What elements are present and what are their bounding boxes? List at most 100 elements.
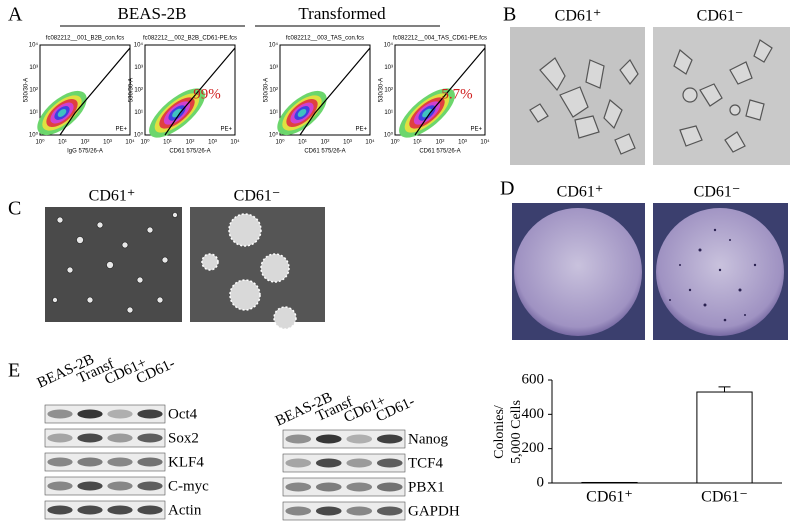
blot-band xyxy=(137,409,163,419)
y-axis-label: 530/30-A xyxy=(129,78,135,102)
y-tick-label: 10⁰ xyxy=(384,132,394,139)
blot-band xyxy=(137,505,163,515)
blot-band xyxy=(315,458,342,468)
panel-label: C xyxy=(8,198,21,220)
blot-band xyxy=(346,506,373,516)
y-axis-label: Colonies/ xyxy=(492,405,507,459)
panel-label: E xyxy=(8,360,20,382)
blot-band xyxy=(137,481,163,491)
x-tick-label: 10⁰ xyxy=(35,139,45,146)
blot-band xyxy=(376,434,403,444)
y-tick-label: 10⁰ xyxy=(134,132,144,139)
file-name: fc082212__003_TAS_con.fcs xyxy=(286,36,364,42)
blot-band xyxy=(47,457,73,467)
gate-line xyxy=(414,47,486,136)
blot-strip xyxy=(282,477,406,497)
protein-label: C-myc xyxy=(168,478,209,494)
x-tick-label: 10³ xyxy=(343,140,352,146)
blot-strip xyxy=(44,428,166,448)
micrograph xyxy=(510,27,790,165)
blot-band xyxy=(285,506,312,516)
panel-label: A xyxy=(8,4,23,26)
column-label: CD61⁺ xyxy=(89,188,136,205)
column-label: CD61⁻ xyxy=(697,8,744,25)
density-contour xyxy=(172,108,182,118)
file-name: fc082212__001_B2B_con.fcs xyxy=(46,36,124,42)
blot-band xyxy=(77,409,103,419)
gate-label: PE+ xyxy=(470,127,482,133)
file-name: fc082212__002_B2B_CD61-PE.fcs xyxy=(143,36,237,42)
x-tick-label: 10⁴ xyxy=(125,139,135,146)
x-tick-label: 10⁴ xyxy=(230,139,240,146)
y-tick-label: 10³ xyxy=(134,65,143,71)
blot-band xyxy=(47,433,73,443)
blot-band xyxy=(376,458,403,468)
y-tick-label: 10² xyxy=(269,88,278,94)
blot-strip xyxy=(44,404,166,424)
blot-band xyxy=(346,434,373,444)
y-tick-label: 10¹ xyxy=(384,110,393,116)
gate-label: PE+ xyxy=(220,127,232,133)
x-tick-label: 10⁰ xyxy=(390,139,400,146)
blot-band xyxy=(107,409,133,419)
culture-dish-photo xyxy=(512,203,788,340)
gate-label: PE+ xyxy=(355,127,367,133)
y-tick-label: 10⁴ xyxy=(384,42,394,49)
column-label: CD61⁻ xyxy=(694,184,741,201)
blot-band xyxy=(47,505,73,515)
column-label: CD61⁺ xyxy=(557,184,604,201)
blot-strip xyxy=(282,501,406,521)
y-tick-label: 10³ xyxy=(384,65,393,71)
gate-line xyxy=(59,47,131,136)
blot-band xyxy=(346,458,373,468)
blot-strip xyxy=(44,476,166,496)
file-name: fc082212__004_TAS_CD61-PE.fcs xyxy=(393,36,487,42)
x-tick-label: 10³ xyxy=(208,140,217,146)
y-tick-label: 10² xyxy=(384,88,393,94)
x-tick-label: 10² xyxy=(81,140,90,146)
x-tick-label: 10⁴ xyxy=(480,139,490,146)
y-tick-label: 10² xyxy=(134,88,143,94)
blot-strip xyxy=(44,452,166,472)
percent-label: 99% xyxy=(193,86,221,102)
blot-band xyxy=(346,482,373,492)
blot-band xyxy=(376,506,403,516)
blot-band xyxy=(137,433,163,443)
x-tick-label: 10⁰ xyxy=(275,139,285,146)
y-tick-label: 10³ xyxy=(269,65,278,71)
y-tick-label: 10³ xyxy=(29,65,38,71)
x-tick-label: 10² xyxy=(436,140,445,146)
x-tick-label: 10⁴ xyxy=(365,139,375,146)
y-axis-label: 530/30-A xyxy=(24,78,30,102)
y-tick-label: 10⁴ xyxy=(29,42,39,49)
y-axis-label: 530/30-A xyxy=(379,78,385,102)
panel-label: D xyxy=(500,178,514,200)
blot-band xyxy=(77,481,103,491)
density-contour xyxy=(422,108,432,118)
density-contour xyxy=(57,109,67,117)
protein-label: Sox2 xyxy=(168,430,199,446)
blot-strip xyxy=(282,429,406,449)
x-axis-label: IgG 575/26-A xyxy=(67,149,103,155)
blot-band xyxy=(376,482,403,492)
blot-band xyxy=(77,433,103,443)
protein-label: Actin xyxy=(168,502,202,518)
blot-band xyxy=(47,481,73,491)
percent-label: 5.7% xyxy=(441,86,472,102)
blot-band xyxy=(285,434,312,444)
blot-strip xyxy=(44,500,166,520)
y-tick-label: 10⁰ xyxy=(29,132,39,139)
y-tick-label: 10² xyxy=(29,88,38,94)
y-tick-label: 200 xyxy=(522,440,545,456)
x-axis-label: CD61 575/26-A xyxy=(169,149,210,155)
x-tick-label: 10⁰ xyxy=(140,139,150,146)
blot-band xyxy=(137,457,163,467)
x-tick-label: CD61⁺ xyxy=(586,489,633,506)
x-tick-label: 10³ xyxy=(103,140,112,146)
y-tick-label: 10¹ xyxy=(29,110,38,116)
micrograph xyxy=(45,207,325,330)
x-tick-label: 10¹ xyxy=(163,140,172,146)
protein-label: GAPDH xyxy=(408,503,460,519)
x-tick-label: 10¹ xyxy=(298,140,307,146)
x-axis-label: CD61 575/26-A xyxy=(419,149,460,155)
